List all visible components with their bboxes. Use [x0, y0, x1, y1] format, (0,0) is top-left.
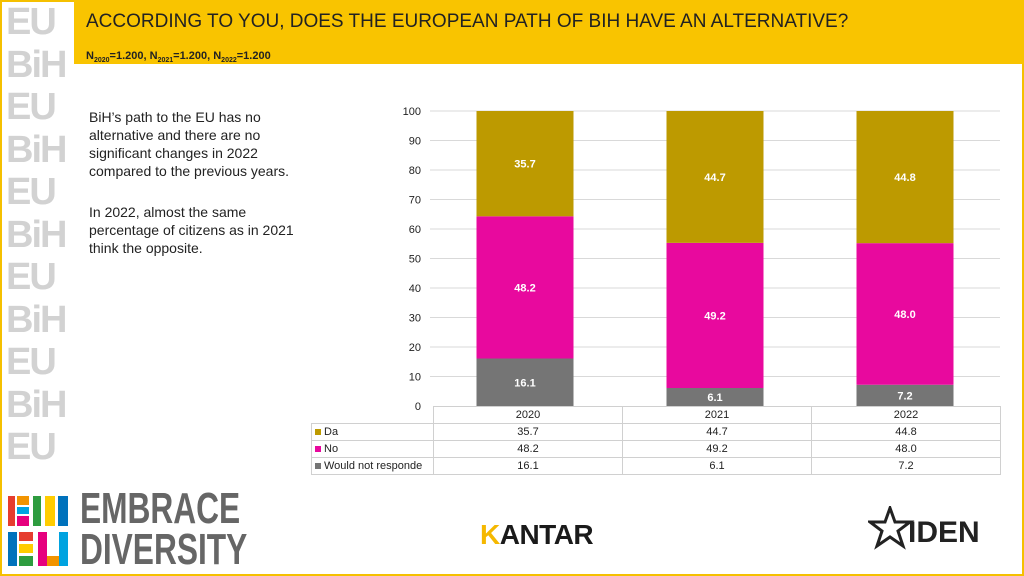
table-cell: 7.2	[811, 457, 1001, 475]
data-label: 7.2	[897, 390, 912, 402]
description-line: In 2022, almost the same	[89, 204, 247, 220]
embrace-diversity-logo: EMBRACE DIVERSITY	[80, 484, 248, 574]
legend-key-no	[315, 446, 321, 453]
description-paragraph-2: In 2022, almost the same percentage of ci…	[89, 203, 314, 257]
bar-segment-wnr	[476, 358, 574, 406]
table-header-cell: 2022	[811, 406, 1001, 424]
legend-key-da	[315, 429, 321, 436]
bar-segment-da	[476, 111, 574, 217]
row-label-da: Da	[311, 423, 434, 441]
table-cell: 48.2	[433, 440, 623, 458]
bih-eu-logo	[8, 496, 68, 566]
bar-segment-wnr	[856, 384, 954, 406]
y-tick-label: 10	[409, 372, 421, 384]
bar-segment-da	[856, 111, 954, 244]
kantar-k: K	[480, 519, 500, 550]
y-tick-label: 30	[409, 313, 421, 325]
sample-size-part: N2022=1.200	[213, 50, 271, 65]
strip-glyph: BiH	[6, 213, 67, 256]
bar-segment-wnr	[666, 388, 764, 406]
data-label: 35.7	[514, 159, 535, 171]
sample-size-part: N2020=1.200,	[86, 50, 150, 65]
strip-glyph: BiH	[6, 298, 67, 341]
table-row: Would not responde 16.1 6.1 7.2	[311, 457, 1001, 475]
bar-segment-no	[856, 243, 954, 385]
row-label-text: Da	[324, 426, 339, 438]
y-tick-label: 90	[409, 136, 421, 148]
description-line: significant changes in 2022	[89, 145, 258, 161]
strip-glyph: EU	[6, 426, 57, 468]
y-tick-label: 40	[409, 283, 421, 295]
strip-glyph: EU	[6, 256, 57, 298]
data-label: 44.8	[894, 172, 915, 184]
data-label: 44.7	[704, 172, 725, 184]
table-cell: 48.0	[811, 440, 1001, 458]
table-cell: 49.2	[622, 440, 812, 458]
strip-glyph: BiH	[6, 383, 67, 426]
embrace-word: EMBRACE	[80, 484, 241, 533]
y-tick-label: 60	[409, 224, 421, 236]
data-label: 49.2	[704, 310, 725, 322]
table-corner	[311, 406, 434, 424]
table-cell: 44.8	[811, 423, 1001, 441]
table-header-cell: 2021	[622, 406, 812, 424]
table-cell: 44.7	[622, 423, 812, 441]
bar-segment-no	[476, 216, 574, 359]
row-label-text: No	[324, 443, 339, 455]
bar-segment-da	[666, 111, 764, 243]
description-line: think the opposite.	[89, 240, 203, 256]
strip-glyph: EU	[6, 86, 57, 128]
iden-logo: IDEN	[868, 506, 980, 550]
data-label: 48.2	[514, 282, 535, 294]
strip-glyph: EU	[6, 1, 57, 43]
strip-glyph: EU	[6, 171, 57, 213]
table-cell: 16.1	[433, 457, 623, 475]
table-row: Da 35.7 44.7 44.8	[311, 423, 1001, 441]
table-header-cell: 2020	[433, 406, 623, 424]
description-line: percentage of citizens as in 2021	[89, 222, 294, 238]
table-cell: 35.7	[433, 423, 623, 441]
kantar-rest: ANTAR	[499, 519, 594, 550]
data-label: 6.1	[707, 392, 722, 404]
diversity-word: DIVERSITY	[80, 525, 248, 574]
table-cell: 6.1	[622, 457, 812, 475]
strip-glyph: BiH	[6, 43, 67, 86]
description-line: compared to the previous years.	[89, 163, 289, 179]
y-tick-label: 80	[409, 165, 421, 177]
data-label: 16.1	[514, 377, 535, 389]
strip-glyph: BiH	[6, 128, 67, 171]
y-tick-label: 100	[403, 106, 421, 118]
description-line: alternative and there are no	[89, 127, 261, 143]
data-table: 2020 2021 2022 Da 35.7 44.7 44.8 No 48.2…	[311, 406, 1001, 475]
y-tick-label: 70	[409, 195, 421, 207]
kantar-logo: KANTAR	[480, 519, 594, 551]
description-paragraph-1: BiH’s path to the EU has no alternative a…	[89, 108, 314, 180]
row-label-no: No	[311, 440, 434, 458]
strip-glyph: EU	[6, 341, 57, 383]
iden-text: IDEN	[908, 516, 980, 549]
table-header-row: 2020 2021 2022	[311, 406, 1001, 424]
y-tick-label: 50	[409, 254, 421, 266]
description-line: BiH’s path to the EU has no	[89, 109, 261, 125]
legend-key-wnr	[315, 463, 321, 470]
data-label: 48.0	[894, 309, 915, 321]
sample-size-part: N2021=1.200,	[149, 50, 214, 65]
row-label-wnr: Would not responde	[311, 457, 434, 475]
sample-size-line: N2020=1.200, N2021=1.200, N2022=1.200	[86, 50, 271, 64]
bar-segment-no	[666, 242, 764, 389]
slide-title: ACCORDING TO YOU, DOES THE EUROPEAN PATH…	[86, 11, 849, 32]
table-row: No 48.2 49.2 48.0	[311, 440, 1001, 458]
decorative-letter-strip: EU BiH EU BiH EU BiH EU BiH EU BiH EU	[0, 0, 74, 490]
row-label-text: Would not responde	[324, 460, 423, 472]
title-banner: ACCORDING TO YOU, DOES THE EUROPEAN PATH…	[74, 0, 1024, 64]
y-tick-label: 20	[409, 342, 421, 354]
